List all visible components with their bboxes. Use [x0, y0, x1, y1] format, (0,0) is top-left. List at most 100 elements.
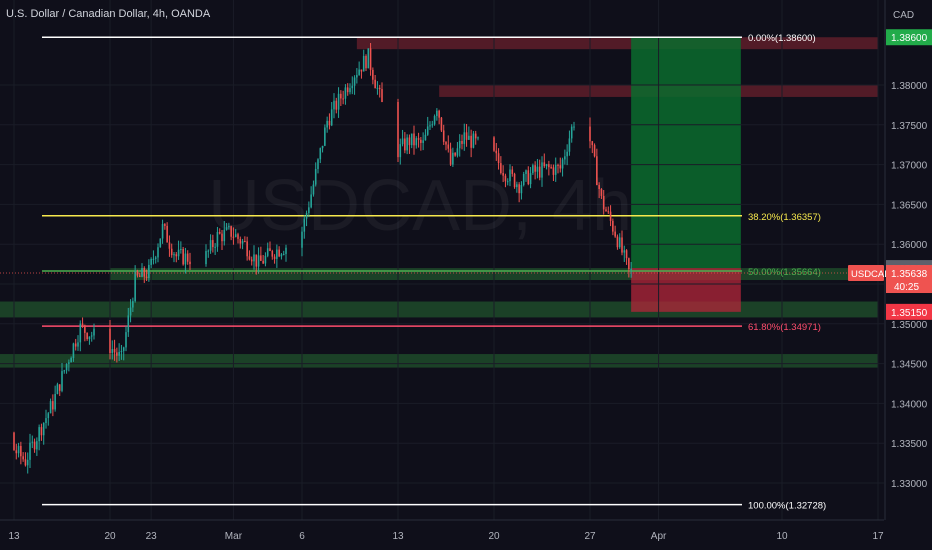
candle-body [445, 141, 447, 145]
candle-body [349, 88, 351, 93]
candle-body [250, 259, 253, 262]
time-tick-label: 27 [584, 531, 596, 542]
candle-body [47, 413, 50, 419]
time-tick-label: Mar [225, 531, 243, 542]
axis-price-tag-label: 1.38600 [891, 33, 928, 44]
fib-level-label: 61.80%(1.34971) [748, 322, 821, 333]
candle-body [90, 335, 93, 337]
symbol-tag-label: USDCAD [851, 269, 891, 280]
candle-body [237, 234, 239, 239]
candle-body [340, 93, 342, 99]
candle-body [120, 351, 123, 353]
candle-body [122, 347, 125, 352]
candle-body [335, 100, 338, 110]
candle-body [244, 240, 246, 242]
candle-body [276, 249, 278, 259]
candle-body [127, 315, 130, 333]
candle-body [154, 257, 157, 259]
candle-body [452, 152, 454, 165]
candle-body [433, 116, 436, 125]
candle-body [317, 159, 319, 169]
price-tick-label: 1.37000 [891, 161, 928, 172]
candle-body [52, 401, 54, 410]
price-tick-label: 1.34500 [891, 360, 928, 371]
candle-body [216, 231, 219, 247]
candle-body [214, 246, 216, 248]
candle-body [369, 48, 372, 70]
candle-body [333, 100, 335, 110]
candle-body [422, 140, 424, 143]
candle-body [109, 328, 111, 354]
candle-body [365, 55, 367, 69]
candle-body [607, 211, 610, 213]
candle-body [225, 227, 228, 230]
candle-body [376, 87, 379, 89]
candle-body [374, 79, 376, 89]
price-tick-label: 1.36000 [891, 240, 928, 251]
candle-body [15, 450, 18, 454]
candle-body [157, 247, 159, 258]
candle-body [500, 163, 502, 174]
candle-body [628, 258, 630, 270]
candle-body [111, 349, 114, 354]
candle-body [223, 229, 226, 242]
candle-body [58, 384, 61, 391]
candle-body [113, 349, 116, 353]
candle-body [461, 140, 463, 144]
candle-body [618, 237, 621, 248]
candle-body [463, 132, 466, 144]
candle-body [472, 133, 475, 148]
candle-body [513, 173, 516, 188]
candle-body [278, 249, 280, 257]
candle-body [205, 251, 207, 265]
candle-body [77, 342, 79, 347]
candle-body [209, 240, 212, 251]
candle-body [525, 170, 527, 174]
candle-body [356, 74, 358, 78]
candle-body [506, 181, 509, 183]
time-tick-label: 20 [488, 531, 500, 542]
stop-loss-zone [631, 268, 741, 312]
candle-body [45, 418, 47, 424]
candle-body [598, 185, 600, 190]
time-tick-label: 13 [392, 531, 404, 542]
candle-body [129, 307, 132, 316]
candle-body [246, 241, 248, 257]
candle-body [353, 77, 356, 86]
fibonacci-retracement[interactable]: 0.00%(1.38600) 38.20%(1.36357) 50.00%(1.35… [42, 33, 826, 512]
candle-body [534, 165, 536, 172]
candle-body [404, 138, 406, 151]
candle-body [543, 162, 546, 167]
candle-body [68, 362, 70, 364]
candle-body [516, 184, 518, 188]
candle-body [84, 325, 86, 333]
target-zone [631, 37, 741, 269]
candle-body [175, 254, 178, 257]
candle-body [49, 401, 52, 414]
candle-body [532, 165, 534, 174]
candle-body [168, 242, 171, 249]
candle-body [148, 264, 150, 279]
time-tick-label: 6 [299, 531, 305, 542]
time-tick-label: 17 [872, 531, 884, 542]
candle-body [538, 166, 541, 178]
candle-body [173, 254, 175, 256]
candle-body [413, 133, 415, 146]
candle-body [38, 427, 40, 442]
candle-body [273, 256, 276, 259]
candle-body [312, 184, 315, 195]
candle-body [182, 248, 184, 265]
support-zone [0, 301, 878, 318]
time-tick-label: 23 [146, 531, 158, 542]
candle-body [324, 127, 326, 146]
candle-body [186, 253, 189, 262]
candle-body [470, 135, 472, 148]
candle-body [63, 370, 66, 372]
candle-body [401, 138, 404, 145]
candle-body [431, 124, 434, 126]
candle-body [397, 101, 399, 158]
candle-body [159, 238, 162, 248]
candle-body [141, 267, 143, 277]
